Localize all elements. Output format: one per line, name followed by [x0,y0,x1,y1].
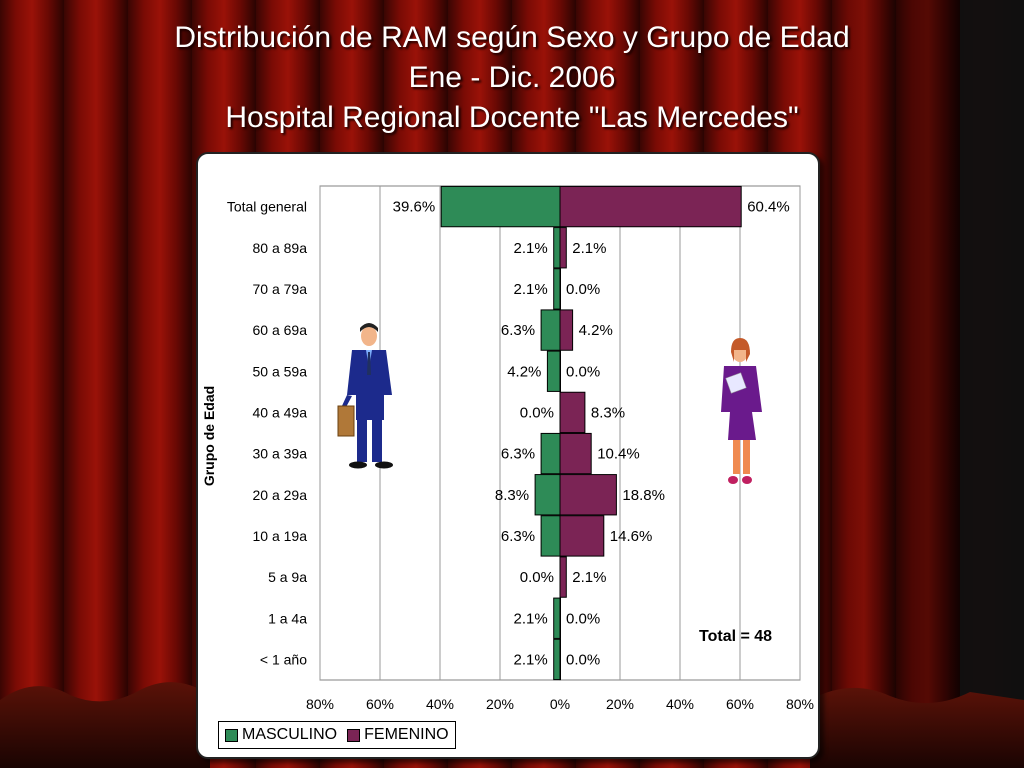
data-label-femenino: 2.1% [572,240,606,257]
category-label: Total general [227,199,307,215]
category-label: 1 a 4a [268,610,307,626]
category-labels: Total general 80 a 89a 70 a 79a 60 a 69a 50 … [227,199,307,668]
category-label: 10 a 19a [253,528,308,544]
legend-swatch-femenino [347,728,361,742]
category-label: < 1 año [260,651,307,667]
bar-masculino [540,515,561,557]
data-label-masculino: 8.3% [495,487,529,504]
category-label: 80 a 89a [253,240,308,256]
data-label-masculino: 6.3% [501,322,535,339]
bar-masculino [540,432,561,475]
data-label-femenino: 14.6% [610,528,653,545]
x-tick-label: 80% [306,696,334,712]
title-line-3: Hospital Regional Docente "Las Mercedes" [225,101,799,134]
bar-masculino [534,474,561,516]
data-label-femenino: 0.0% [566,281,600,298]
data-label-masculino: 6.3% [501,446,535,463]
businessman-icon [337,323,393,469]
legend-swatch-masculino [225,728,238,742]
data-label-femenino: 2.1% [572,569,606,586]
data-label-femenino: 4.2% [579,322,613,339]
data-label-masculino: 0.0% [520,569,554,586]
category-label: 60 a 69a [253,322,308,338]
x-tick-label: 40% [666,696,694,712]
category-label: 70 a 79a [253,281,308,297]
bar-femenino [559,515,605,557]
data-label-femenino: 10.4% [597,446,640,463]
legend-label-masculino: MASCULINO [242,726,338,743]
data-label-femenino: 0.0% [566,651,600,668]
title-line-1: Distribución de RAM según Sexo y Grupo d… [174,21,850,54]
legend-label-femenino: FEMENINO [364,726,449,743]
bar-femenino [559,227,567,269]
bar-masculino [553,227,561,269]
x-tick-label: 20% [486,696,514,712]
data-label-masculino: 39.6% [393,199,436,216]
x-tick-label: 80% [786,696,814,712]
x-tick-label: 0% [550,696,570,712]
category-label: 50 a 59a [253,363,308,379]
data-label-masculino: 2.1% [513,281,547,298]
data-label-masculino: 4.2% [507,363,541,380]
data-label-femenino: 0.0% [566,363,600,380]
category-label: 30 a 39a [253,446,308,462]
bar-masculino [553,597,561,639]
x-tick-label: 40% [426,696,454,712]
category-label: 40 a 49a [253,404,308,420]
data-label-femenino: 18.8% [622,487,665,504]
bar-masculino [546,350,561,392]
bar-femenino [559,185,742,228]
total-note: Total = 48 [699,628,773,645]
slide-title: Distribución de RAM según Sexo y Grupo d… [0,18,1024,138]
x-tick-label: 60% [726,696,754,712]
data-label-masculino: 2.1% [513,610,547,627]
x-tick-label: 20% [606,696,634,712]
bars [440,185,742,681]
bar-masculino [553,268,561,310]
y-axis-label: Grupo de Edad [201,386,217,486]
data-label-femenino: 60.4% [747,199,790,216]
bar-femenino [559,432,592,475]
x-tick-labels: 80% 60% 40% 20% 0% 20% 40% 60% 80% [306,696,814,712]
bar-femenino [559,391,586,434]
chart-legend: MASCULINO FEMENINO [218,721,456,749]
category-label: 20 a 29a [253,487,308,503]
x-tick-label: 60% [366,696,394,712]
data-label-masculino: 6.3% [501,528,535,545]
data-label-masculino: 0.0% [520,404,554,421]
category-label: 5 a 9a [268,569,307,585]
bar-femenino [559,556,567,598]
data-label-masculino: 2.1% [513,240,547,257]
bar-femenino [559,309,574,351]
data-label-masculino: 2.1% [513,651,547,668]
title-line-2: Ene - Dic. 2006 [408,61,616,94]
bar-masculino [540,309,561,351]
data-labels: 39.6% 60.4% 2.1% 2.1% 2.1% 0.0% 6.3% 4.2% 4.2% 0.… [393,199,790,669]
bar-femenino [559,474,617,516]
bar-masculino [553,638,561,681]
legend-item-masculino: MASCULINO [225,726,337,744]
bar-masculino [440,185,561,228]
legend-item-femenino: FEMENINO [347,726,449,744]
data-label-femenino: 0.0% [566,610,600,627]
data-label-femenino: 8.3% [591,404,625,421]
businesswoman-icon [721,338,762,484]
